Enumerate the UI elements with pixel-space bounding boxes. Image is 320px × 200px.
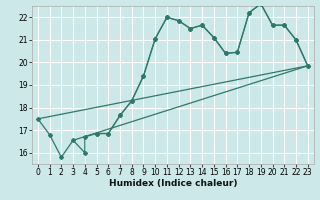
X-axis label: Humidex (Indice chaleur): Humidex (Indice chaleur) <box>108 179 237 188</box>
